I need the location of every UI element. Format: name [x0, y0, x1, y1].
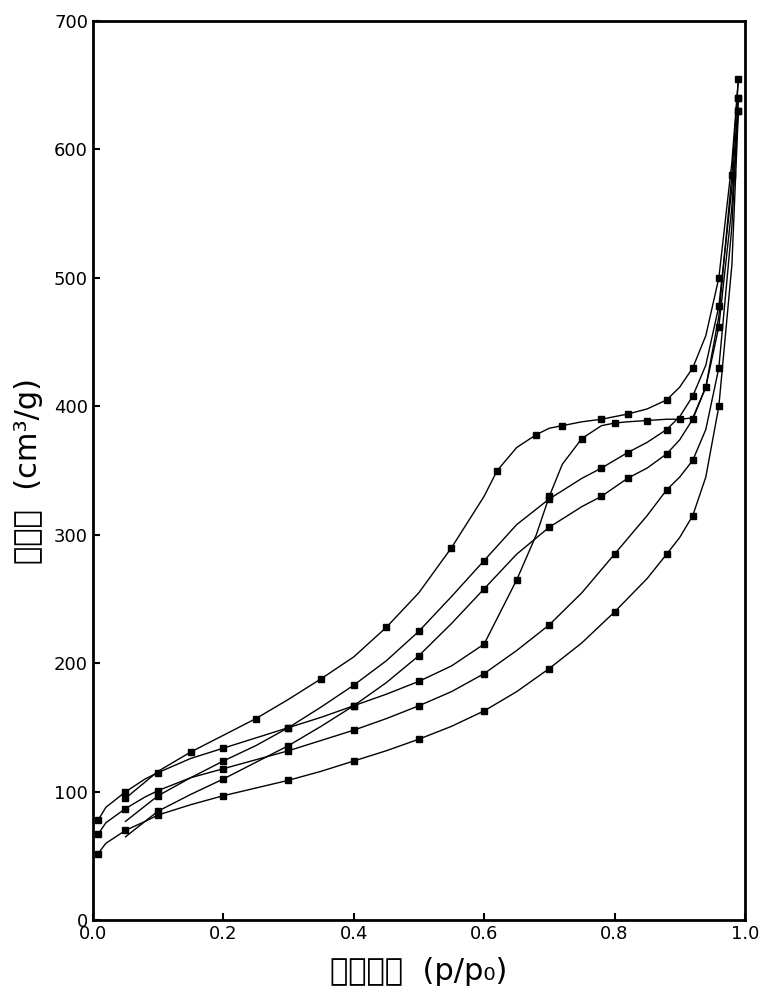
X-axis label: 相对压力  (p/p₀): 相对压力 (p/p₀) [330, 957, 508, 986]
Y-axis label: 吸附量  (cm³/g): 吸附量 (cm³/g) [14, 378, 43, 564]
